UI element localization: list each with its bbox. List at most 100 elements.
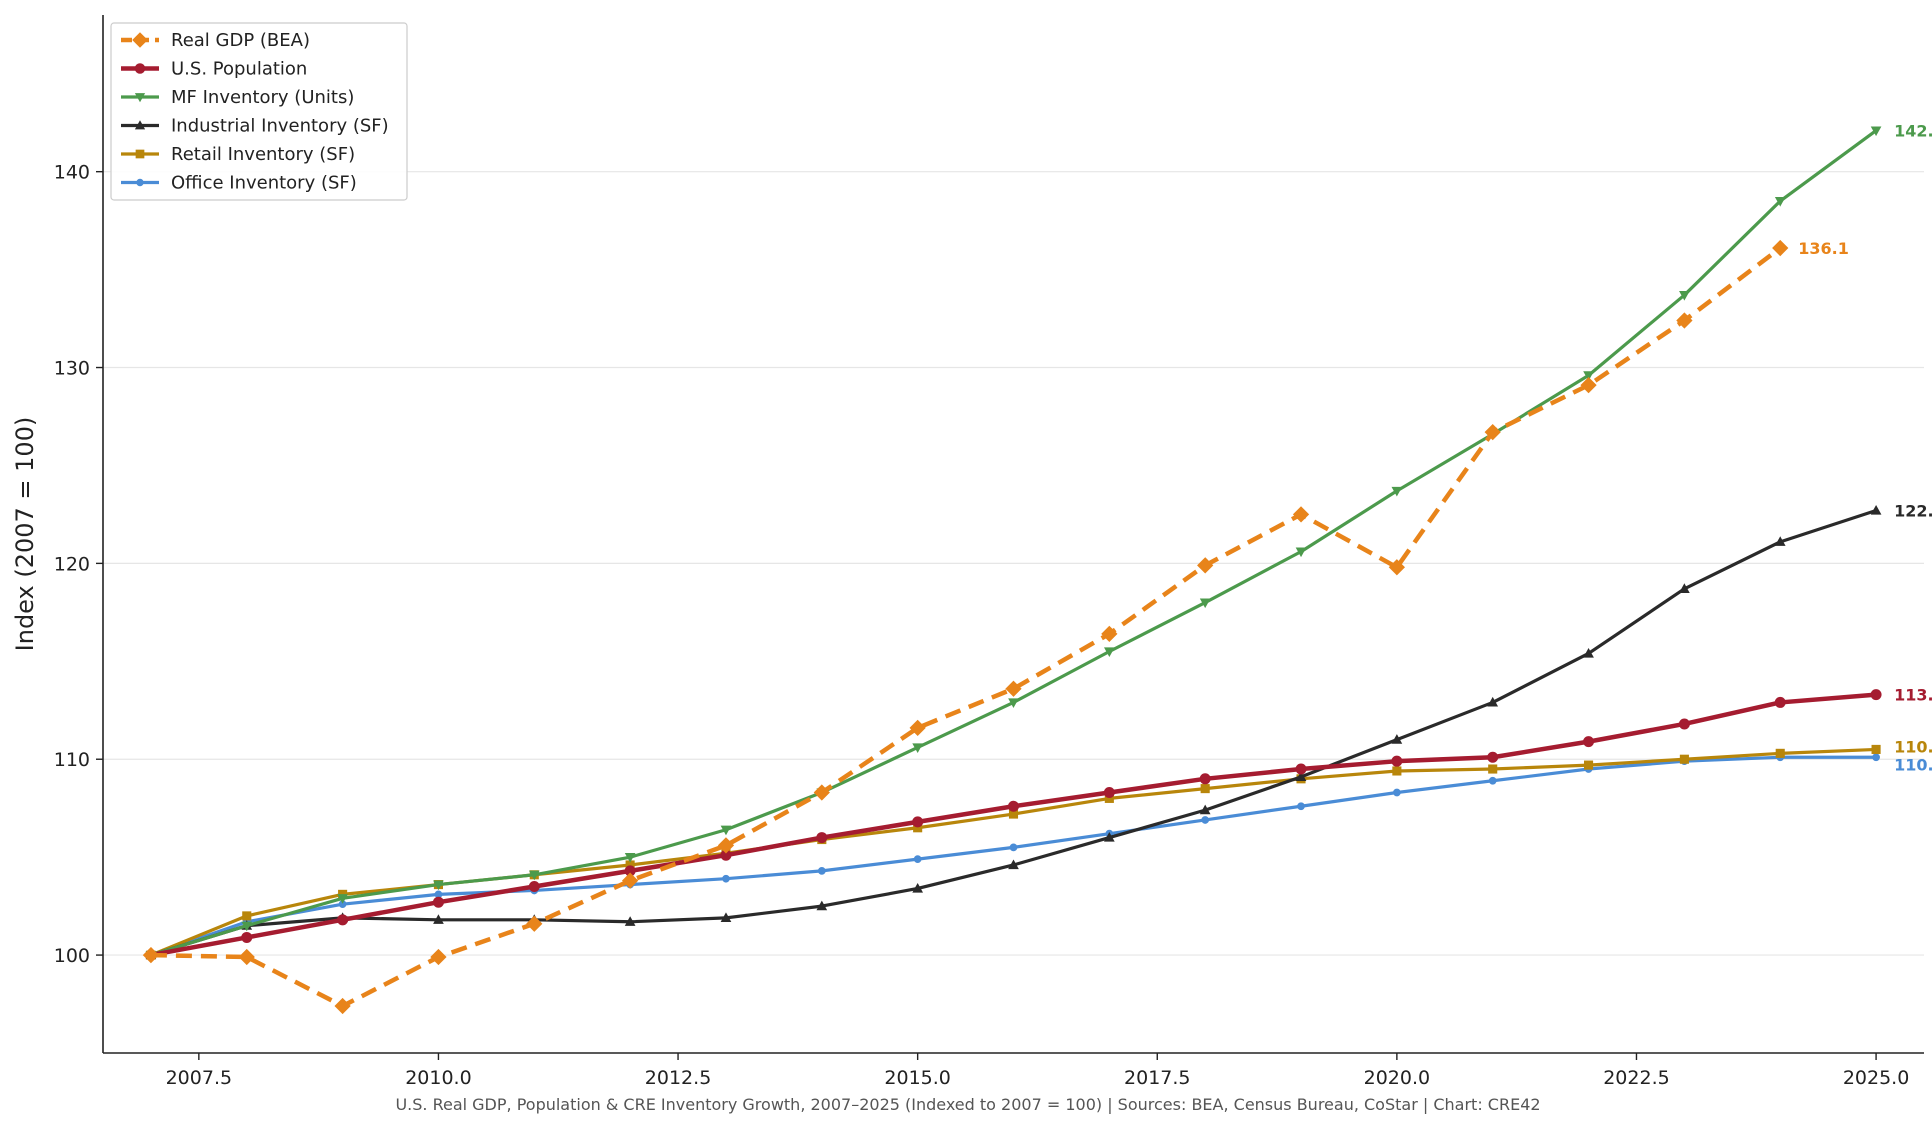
data-point: [528, 870, 540, 881]
data-point: [720, 825, 732, 836]
end-value-label: 110.1: [1894, 755, 1932, 774]
legend-items: Real GDP (BEA) U.S. Population MF Inventor…: [121, 30, 389, 194]
y-tick-label: 140: [54, 162, 90, 184]
axes: [102, 15, 1924, 1054]
legend-label: U.S. Population: [171, 59, 307, 80]
data-point: [142, 946, 160, 964]
data-point: [1391, 486, 1403, 497]
data-point: [337, 914, 349, 926]
data-point: [1199, 804, 1211, 815]
data-point: [526, 915, 543, 932]
data-point: [1101, 625, 1118, 643]
end-value-label: 110.5: [1894, 737, 1932, 756]
end-value-labels: 136.1 113.3 142.1 122.7 110.5110.1: [1798, 122, 1932, 775]
data-point: [1775, 748, 1785, 758]
end-value-label: 113.3: [1894, 686, 1932, 705]
data-point: [1197, 557, 1214, 574]
data-point: [1679, 754, 1689, 764]
data-point: [913, 855, 922, 863]
data-point: [1872, 753, 1880, 762]
end-value-label: 136.1: [1798, 239, 1849, 258]
data-point: [1679, 583, 1690, 593]
data-point: [624, 916, 636, 926]
data-point: [1392, 788, 1401, 797]
data-point: [1774, 536, 1786, 546]
data-point: [430, 948, 447, 966]
chart-footer: U.S. Real GDP, Population & CRE Inventor…: [395, 1095, 1540, 1114]
data-point: [1391, 755, 1403, 767]
data-point: [241, 921, 253, 932]
data-point: [816, 900, 828, 911]
tick-labels: 100 110 120 130 140 2007.5 2010.0 2012.5 2015.0 2…: [54, 162, 1910, 1089]
data-point: [1774, 196, 1786, 207]
series-u-s-population: [145, 689, 1882, 961]
data-point: [1488, 764, 1498, 774]
data-point: [241, 931, 253, 943]
legend-marker: [134, 63, 146, 74]
legend-item: U.S. Population: [121, 59, 307, 80]
data-point: [1487, 696, 1499, 707]
series-retail-inventory-sf: [146, 744, 1881, 960]
x-tick-label: 2010.0: [405, 1067, 471, 1089]
data-point: [1103, 787, 1115, 799]
data-point: [242, 911, 252, 921]
x-tick-label: 2015.0: [884, 1067, 950, 1089]
data-series: [142, 126, 1882, 1015]
data-point: [1392, 766, 1402, 776]
data-point: [1870, 126, 1882, 137]
data-point: [817, 866, 826, 875]
data-point: [432, 896, 444, 908]
data-point: [912, 743, 924, 754]
data-point: [433, 880, 444, 891]
legend-item: Office Inventory (SF): [121, 173, 357, 194]
data-point: [1388, 559, 1406, 576]
data-point: [1488, 776, 1497, 785]
y-tick-label: 100: [54, 945, 90, 967]
series-industrial-inventory-sf: [145, 504, 1882, 960]
data-point: [1583, 736, 1595, 748]
legend-marker: [134, 120, 146, 130]
data-point: [912, 882, 924, 893]
data-point: [1870, 689, 1882, 701]
end-value-label: 142.1: [1894, 122, 1932, 141]
legend-marker: [132, 32, 148, 48]
legend-marker: [134, 93, 146, 103]
data-point: [1391, 734, 1403, 744]
legend-box: [110, 22, 408, 201]
data-point: [720, 912, 732, 922]
legend-label: Office Inventory (SF): [171, 173, 357, 194]
x-tick-label: 2017.5: [1124, 1067, 1190, 1089]
data-point: [1583, 371, 1594, 381]
x-tick-label: 2025.0: [1843, 1067, 1909, 1089]
data-point: [1297, 802, 1305, 811]
data-point: [621, 872, 639, 889]
y-tick-label: 110: [54, 749, 90, 771]
data-point: [1772, 239, 1789, 257]
series-mf-inventory-units: [145, 126, 1882, 961]
data-point: [528, 881, 540, 893]
data-point: [1295, 763, 1307, 775]
data-point: [337, 894, 348, 904]
data-point: [813, 784, 830, 801]
y-tick-label: 120: [54, 553, 90, 575]
legend-label: Real GDP (BEA): [171, 30, 310, 51]
series-line: [149, 747, 1878, 957]
legend-item: Retail Inventory (SF): [121, 144, 355, 165]
data-point: [1005, 680, 1022, 697]
data-point: [1871, 744, 1881, 754]
legend-marker: [135, 149, 145, 159]
data-point: [1008, 800, 1019, 812]
data-point: [1200, 784, 1210, 794]
data-point: [433, 914, 444, 924]
legend: Real GDP (BEA) U.S. Population MF Inventor…: [110, 22, 408, 201]
data-point: [717, 837, 735, 854]
y-axis-title: Index (2007 = 100): [11, 417, 39, 652]
series-line: [149, 755, 1878, 957]
legend-marker: [136, 178, 144, 187]
y-tick-label: 130: [54, 358, 90, 380]
grid-lines: [103, 171, 1924, 956]
legend-label: Retail Inventory (SF): [171, 144, 355, 165]
x-tick-label: 2022.5: [1603, 1067, 1669, 1089]
data-point: [1103, 832, 1115, 842]
data-point: [722, 874, 730, 883]
